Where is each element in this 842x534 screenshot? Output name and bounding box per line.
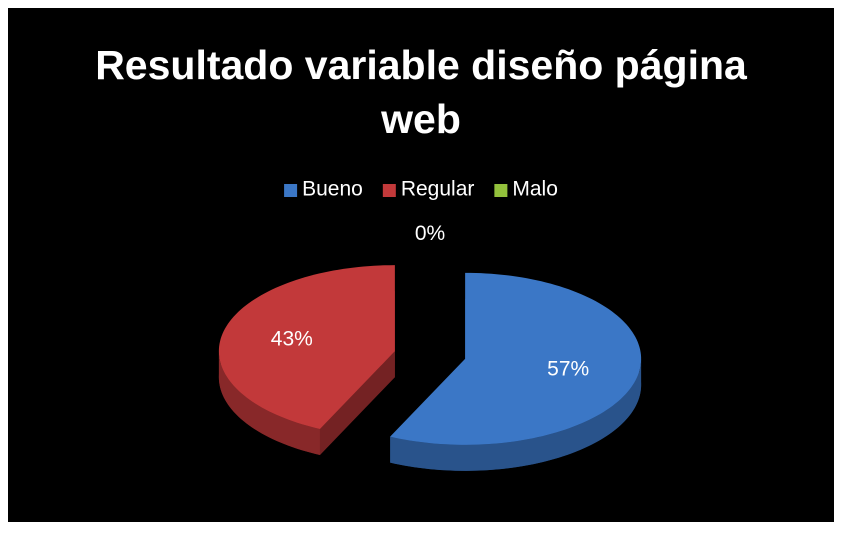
legend-swatch [284, 184, 298, 197]
legend-label: Malo [512, 178, 558, 201]
legend-swatch [382, 184, 396, 197]
legend-label: Regular [401, 178, 475, 201]
slice-top [218, 265, 395, 429]
pie-slice [390, 272, 642, 471]
slice-side [218, 351, 320, 455]
slice-top [390, 272, 642, 445]
legend-label: Bueno [302, 178, 363, 201]
plot: Bueno Regular Malo 57% 43% 0% [218, 178, 642, 471]
data-label: 57% [547, 358, 589, 381]
slice-wall [319, 351, 395, 455]
slice-side [390, 358, 642, 471]
legend-swatch [494, 184, 508, 197]
data-label: 0% [415, 222, 445, 245]
data-label: 43% [271, 327, 313, 350]
pie-slice [218, 265, 395, 455]
legend: Bueno Regular Malo [284, 178, 558, 201]
chart-title: Resultado variable diseño página web [95, 42, 747, 142]
chart: Resultado variable diseño página web Bue… [8, 8, 834, 522]
